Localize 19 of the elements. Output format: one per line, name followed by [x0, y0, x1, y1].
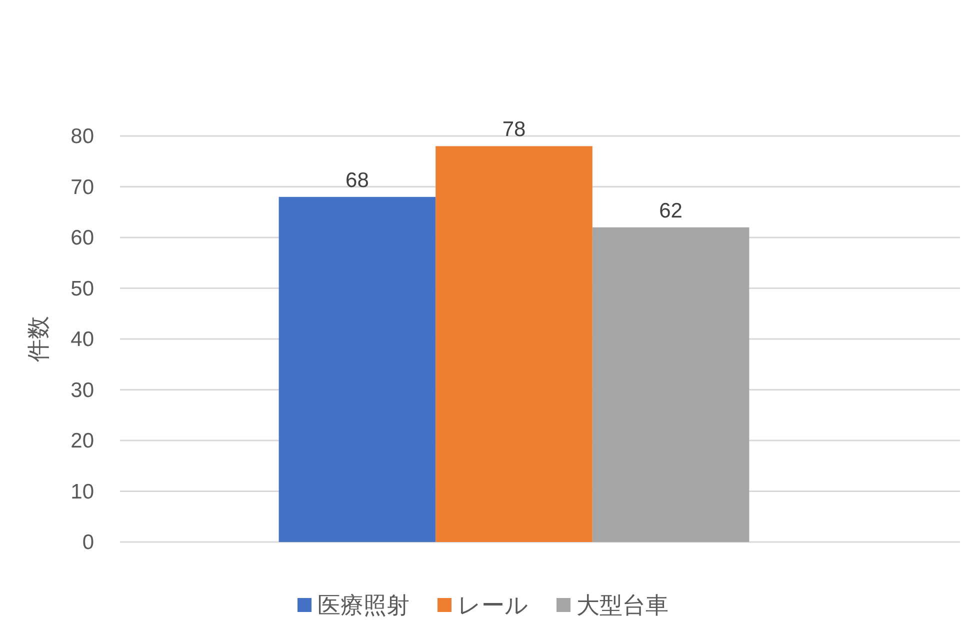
- y-axis-title: 件数: [25, 316, 51, 362]
- legend-label: 医療照射: [318, 592, 410, 618]
- y-tick-label: 10: [70, 480, 94, 503]
- bar: [592, 227, 750, 542]
- bar: [436, 146, 592, 542]
- y-tick-label: 70: [70, 175, 94, 198]
- y-tick-label: 80: [70, 124, 94, 148]
- data-label: 62: [659, 199, 682, 222]
- legend-label: レール: [458, 592, 528, 618]
- data-label: 78: [502, 118, 526, 142]
- data-label: 68: [346, 168, 369, 192]
- y-tick-label: 60: [70, 226, 94, 249]
- y-tick-label: 50: [70, 276, 94, 300]
- bar: [278, 196, 436, 542]
- y-tick-label: 30: [70, 378, 94, 402]
- y-tick-label: 0: [82, 530, 94, 554]
- y-tick-label: 20: [70, 429, 94, 452]
- legend-label: 大型台車: [576, 592, 668, 618]
- y-tick-label: 40: [70, 328, 94, 350]
